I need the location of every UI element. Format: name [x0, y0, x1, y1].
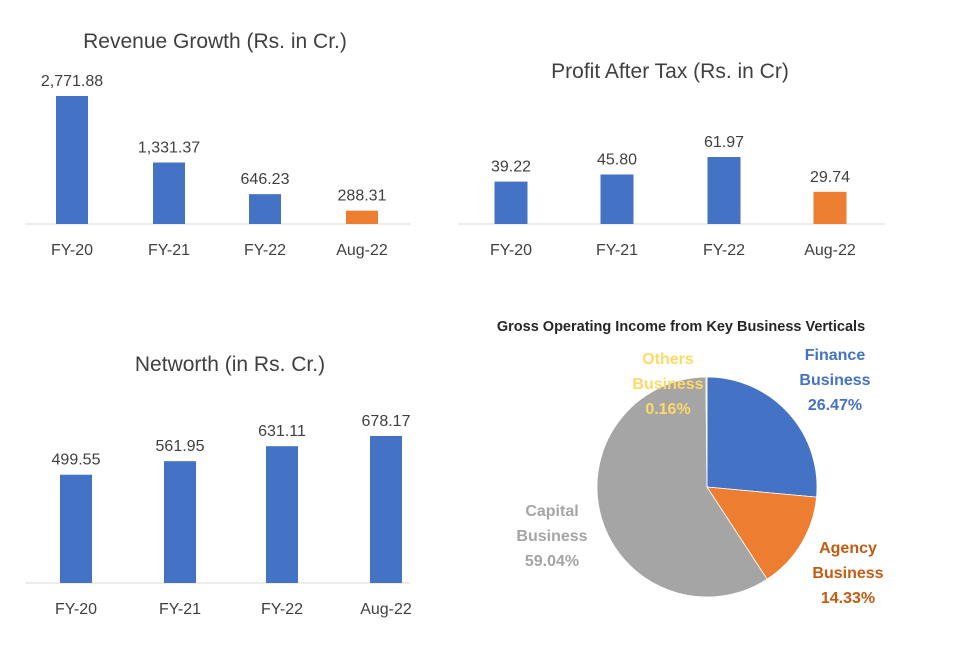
bar-fy-22: [249, 194, 281, 224]
slice-name-line: Finance: [805, 347, 866, 364]
x-tick-label: FY-22: [244, 242, 286, 259]
x-tick-label: FY-20: [490, 242, 532, 259]
slice-percent-label: 59.04%: [525, 553, 579, 570]
slice-name-line: Business: [516, 528, 587, 545]
x-tick-label: FY-21: [596, 242, 638, 259]
data-label: 61.97: [704, 134, 744, 151]
data-label: 45.80: [597, 151, 637, 168]
data-label: 646.23: [241, 171, 290, 188]
chart-title: Networth (in Rs. Cr.): [135, 353, 325, 376]
pie-slice-finance-business: [706, 376, 818, 498]
slice-name-line: Others: [642, 351, 694, 368]
slice-name-line: Business: [799, 372, 870, 389]
x-tick-label: FY-21: [159, 601, 201, 618]
slice-percent-label: 0.16%: [645, 401, 690, 418]
bar-fy-21: [164, 461, 196, 583]
slice-name-line: Business: [632, 376, 703, 393]
data-label: 29.74: [810, 169, 850, 186]
data-label: 631.11: [258, 423, 306, 440]
slice-name-line: Business: [812, 565, 883, 582]
x-tick-label: FY-22: [261, 601, 303, 618]
data-label: 499.55: [52, 452, 101, 469]
x-tick-label: Aug-22: [360, 601, 412, 618]
x-tick-label: FY-20: [51, 242, 93, 259]
bar-fy-20: [56, 96, 88, 224]
data-label: 1,331.37: [138, 140, 200, 157]
bar-fy-20: [60, 474, 92, 583]
data-label: 561.95: [156, 438, 205, 455]
chart-title: Revenue Growth (Rs. in Cr.): [83, 30, 347, 53]
pie-chart: Gross Operating Income from Key Business…: [497, 319, 884, 607]
bar-fy-21: [600, 174, 634, 224]
pie-slice-agency-business: [706, 486, 817, 580]
data-label: 678.17: [362, 413, 411, 430]
bar-chart-3: Networth (in Rs. Cr.) 499.55 FY-20 561.95 FY…: [25, 353, 412, 618]
bar-aug-22: [813, 191, 847, 224]
pie-slice-capital-business: [596, 376, 768, 598]
bar-fy-22: [707, 157, 741, 224]
bar-aug-22: [346, 210, 378, 224]
bar-chart-2: Profit After Tax (Rs. in Cr) 39.22 FY-20 45…: [458, 60, 885, 259]
bar-chart-1: Revenue Growth (Rs. in Cr.) 2,771.88 FY-20…: [25, 30, 410, 259]
x-tick-label: FY-20: [55, 601, 97, 618]
chart-title: Profit After Tax (Rs. in Cr): [551, 60, 789, 83]
data-label: 288.31: [338, 188, 387, 205]
bar-fy-20: [494, 181, 528, 224]
x-tick-label: FY-21: [148, 242, 190, 259]
bar-aug-22: [370, 436, 402, 583]
data-label: 39.22: [491, 159, 531, 176]
bar-fy-21: [153, 162, 185, 224]
slice-percent-label: 26.47%: [808, 397, 862, 414]
x-tick-label: FY-22: [703, 242, 745, 259]
data-label: 2,771.88: [41, 73, 103, 90]
slice-name-line: Capital: [525, 503, 578, 520]
slice-name-line: Agency: [819, 540, 877, 557]
x-tick-label: Aug-22: [336, 242, 388, 259]
slice-percent-label: 14.33%: [821, 590, 875, 607]
x-tick-label: Aug-22: [804, 242, 856, 259]
chart-title: Gross Operating Income from Key Business…: [497, 319, 865, 335]
bar-fy-22: [266, 446, 298, 583]
pie-slice-others-business: [705, 376, 708, 488]
